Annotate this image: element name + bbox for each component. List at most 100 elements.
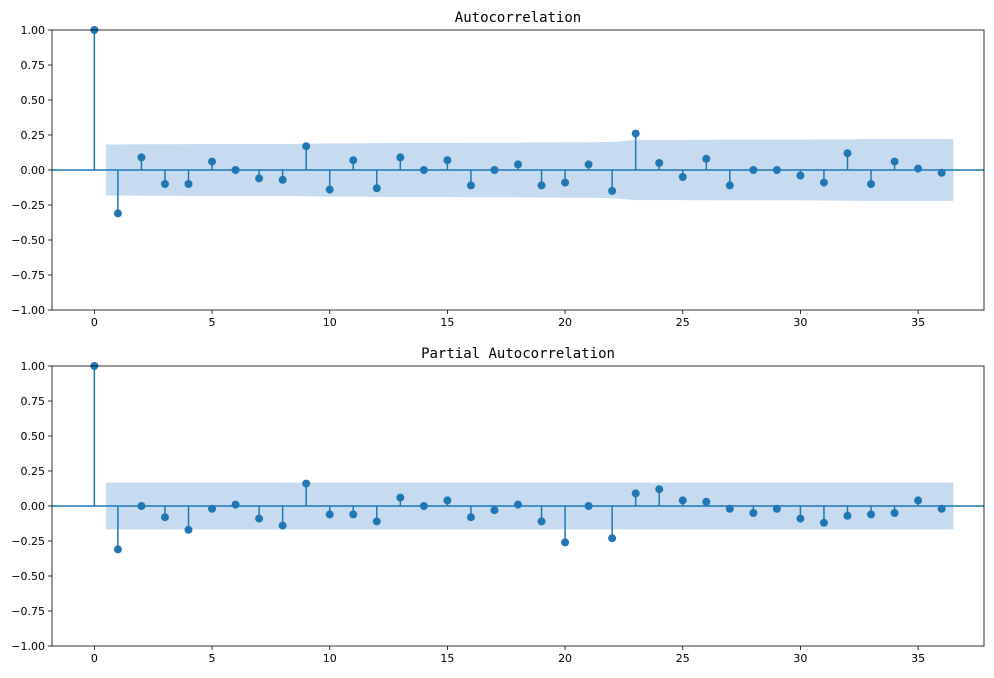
- pacf-point: [349, 510, 358, 519]
- acf-point: [655, 159, 664, 167]
- pacf-point: [819, 518, 828, 527]
- pacf-y-tick-label: 0.50: [21, 430, 46, 443]
- pacf-point: [184, 525, 193, 534]
- acf-point: [208, 157, 217, 166]
- pacf-point: [372, 517, 381, 526]
- acf-point: [914, 164, 923, 173]
- pacf-point: [655, 485, 664, 494]
- pacf-point: [890, 509, 899, 517]
- pacf-x-tick-label: 25: [676, 652, 690, 665]
- acf-y-tick-label: 0.25: [21, 129, 46, 142]
- acf-x-tick-label: 35: [911, 316, 925, 329]
- pacf-y-tick-label: −1.00: [11, 640, 45, 653]
- acf-x-tick-label: 20: [558, 316, 572, 329]
- pacf-point: [208, 504, 217, 513]
- acf-y-tick-label: 0.75: [21, 59, 46, 72]
- acf-y-tick-label: −0.75: [11, 269, 45, 282]
- pacf-y-tick-label: 1.00: [21, 360, 46, 373]
- acf-point: [537, 181, 546, 190]
- pacf-point: [867, 510, 876, 519]
- pacf-point: [514, 500, 522, 509]
- acf-x-tick-label: 5: [209, 316, 216, 329]
- acf-point: [113, 209, 122, 218]
- pacf-point: [302, 479, 311, 488]
- pacf-y-tick-label: 0.75: [21, 395, 46, 408]
- pacf-point: [749, 509, 758, 517]
- acf-y-tick-label: 0.50: [21, 94, 46, 107]
- acf-y-tick-label: −0.50: [11, 234, 45, 247]
- acf-point: [631, 129, 640, 138]
- acf-point: [725, 181, 734, 190]
- acf-y-tick-label: 0.00: [21, 164, 46, 177]
- acf-point: [561, 178, 570, 187]
- acf-point: [890, 157, 899, 166]
- pacf-x-tick-label: 15: [440, 652, 454, 665]
- acf-point: [184, 180, 193, 188]
- pacf-point: [796, 514, 805, 523]
- pacf-point: [490, 506, 499, 515]
- pacf-point: [537, 517, 546, 526]
- pacf-title: Partial Autocorrelation: [421, 346, 615, 362]
- pacf-panel: 0 5 10 15 20 25 30 35 1.00 0.75 0.50 0.25 0.00 −0.25 −…: [11, 346, 985, 665]
- acf-point: [514, 160, 522, 169]
- acf-point: [137, 153, 146, 162]
- pacf-point: [725, 504, 734, 513]
- acf-y-tick-label: −1.00: [11, 304, 45, 317]
- pacf-y-tick-label: 0.00: [21, 500, 46, 513]
- acf-point: [255, 174, 264, 183]
- acf-x-tick-label: 30: [793, 316, 807, 329]
- pacf-y-tick-label: −0.50: [11, 570, 45, 583]
- acf-y-tick-label: −0.25: [11, 199, 45, 212]
- pacf-point: [561, 538, 570, 547]
- pacf-point: [937, 504, 946, 513]
- pacf-point: [631, 489, 640, 498]
- pacf-point: [255, 514, 264, 523]
- acf-point: [160, 180, 169, 188]
- acf-point: [278, 175, 287, 184]
- pacf-x-tick-label: 30: [793, 652, 807, 665]
- pacf-point: [113, 545, 122, 554]
- pacf-point: [702, 497, 711, 506]
- acf-point: [702, 154, 711, 163]
- pacf-point: [678, 496, 687, 505]
- acf-point: [466, 181, 475, 190]
- acf-x-tick-label: 15: [440, 316, 454, 329]
- acf-point: [325, 185, 334, 194]
- pacf-point: [160, 513, 169, 522]
- acf-point: [349, 156, 358, 165]
- pacf-point: [608, 534, 617, 543]
- acf-point: [372, 184, 381, 193]
- acf-point: [231, 166, 240, 174]
- acf-y-tick-label: 1.00: [21, 24, 46, 37]
- pacf-point: [278, 521, 287, 530]
- pacf-point: [914, 496, 923, 505]
- pacf-y-tick-label: 0.25: [21, 465, 46, 478]
- pacf-point: [231, 500, 240, 509]
- pacf-point: [137, 502, 146, 510]
- acf-panel: 0 5 10 15 20 25 30 35 1.00 0.75 0.50 0.25 0.00 −0.25 −…: [11, 10, 985, 329]
- pacf-point: [843, 511, 852, 520]
- pacf-x-tick-label: 0: [91, 652, 98, 665]
- pacf-point: [443, 496, 452, 505]
- acf-point: [819, 178, 828, 187]
- pacf-point: [325, 510, 334, 519]
- acf-title: Autocorrelation: [455, 10, 581, 26]
- pacf-x-tick-label: 35: [911, 652, 925, 665]
- pacf-x-tick-label: 20: [558, 652, 572, 665]
- pacf-y-tick-label: −0.25: [11, 535, 45, 548]
- acf-point: [608, 187, 617, 195]
- acf-point: [843, 149, 852, 158]
- acf-point: [302, 142, 311, 151]
- pacf-point: [466, 513, 475, 522]
- acf-point: [867, 180, 876, 188]
- pacf-x-tick-label: 5: [209, 652, 216, 665]
- acf-x-tick-label: 0: [91, 316, 98, 329]
- acf-point: [749, 166, 758, 174]
- pacf-y-tick-label: −0.75: [11, 605, 45, 618]
- pacf-x-tick-label: 10: [323, 652, 337, 665]
- acf-point: [584, 160, 593, 169]
- acf-point: [396, 153, 405, 162]
- acf-point: [443, 156, 452, 165]
- pacf-point: [772, 504, 781, 513]
